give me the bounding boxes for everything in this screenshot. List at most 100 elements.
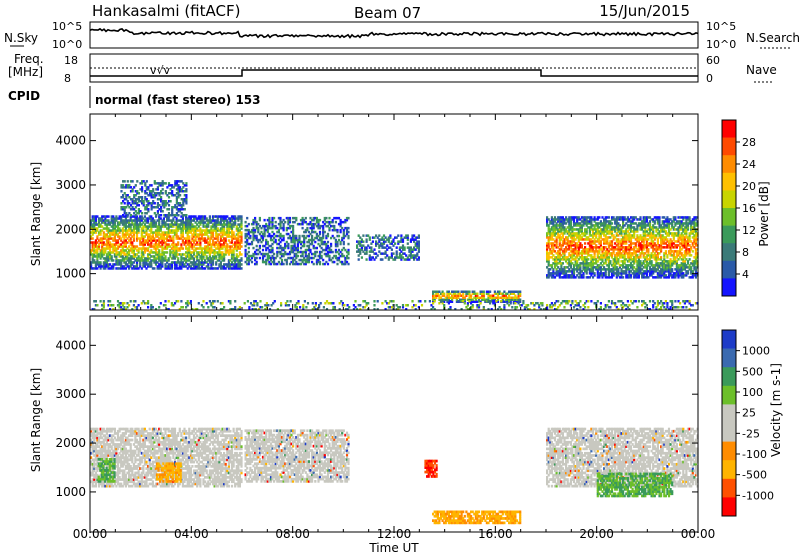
data-cell	[610, 234, 614, 237]
data-cell	[280, 234, 284, 238]
data-cell	[307, 256, 311, 260]
data-cell	[603, 224, 606, 227]
data-cell	[96, 227, 99, 230]
data-cell	[189, 223, 192, 226]
data-cell	[566, 270, 569, 273]
data-cell	[311, 242, 314, 246]
data-cell	[568, 230, 571, 233]
data-cell	[144, 208, 147, 211]
data-cell	[604, 274, 607, 277]
data-cell	[370, 258, 373, 261]
data-cell	[189, 215, 192, 218]
data-cell	[124, 257, 127, 260]
data-cell	[584, 216, 587, 219]
data-cell	[234, 247, 237, 250]
data-cell	[341, 254, 344, 258]
data-cell	[148, 194, 152, 197]
data-cell	[185, 182, 188, 185]
data-cell	[560, 262, 563, 265]
data-cell	[112, 215, 115, 218]
data-cell	[503, 294, 506, 297]
data-cell	[487, 294, 490, 297]
data-cell	[175, 251, 178, 254]
data-cell	[637, 266, 640, 269]
data-cell	[389, 236, 392, 239]
data-cell	[299, 222, 303, 226]
data-cell	[240, 223, 243, 226]
data-cell	[574, 262, 577, 265]
data-cell	[136, 212, 139, 215]
data-cell	[120, 237, 123, 240]
data-cell	[555, 274, 558, 277]
data-cell	[439, 298, 443, 301]
data-cell	[601, 252, 604, 255]
data-cell	[263, 260, 266, 264]
data-cell	[139, 263, 142, 266]
data-cell	[116, 247, 120, 250]
data-cell	[261, 256, 265, 260]
data-cell	[603, 238, 606, 241]
data-cell	[582, 262, 585, 265]
data-cell	[367, 244, 370, 247]
data-cell	[296, 246, 299, 250]
data-cell	[557, 234, 560, 237]
data-cell	[365, 258, 368, 261]
data-cell	[140, 235, 143, 238]
data-cell	[553, 258, 557, 261]
data-cell	[186, 235, 189, 238]
data-cell	[574, 238, 577, 241]
data-cell	[590, 228, 593, 231]
data-cell	[279, 246, 282, 250]
data-cell	[303, 218, 306, 222]
data-cell	[382, 252, 386, 255]
data-cell	[164, 237, 167, 240]
data-cell	[318, 250, 322, 254]
data-cell	[326, 254, 330, 258]
data-cell	[572, 274, 576, 277]
data-cell	[104, 243, 107, 246]
data-cell	[549, 252, 552, 255]
data-cell	[120, 261, 123, 264]
data-cell	[318, 260, 322, 264]
data-cell	[211, 249, 215, 252]
data-cell	[593, 220, 596, 223]
data-cell	[645, 238, 648, 241]
data-cell	[148, 235, 151, 238]
data-cell	[192, 257, 196, 260]
data-cell	[126, 194, 129, 197]
data-cell	[120, 265, 123, 268]
data-cell	[576, 220, 579, 223]
data-cell	[181, 221, 184, 224]
data-cell	[599, 272, 602, 275]
data-cell	[126, 229, 129, 232]
data-cell	[479, 290, 482, 293]
data-cell	[580, 274, 583, 277]
data-cell	[219, 267, 222, 270]
data-cell	[105, 225, 108, 228]
data-cell	[568, 222, 571, 225]
data-cell	[552, 248, 555, 251]
data-cell	[568, 218, 571, 221]
data-cell	[219, 231, 222, 234]
data-cell	[235, 247, 238, 250]
data-cell	[218, 215, 221, 218]
data-cell	[93, 251, 96, 254]
data-cell	[113, 231, 116, 234]
data-cell	[121, 227, 124, 230]
data-cell	[579, 226, 582, 229]
data-cell	[124, 241, 127, 244]
data-cell	[194, 221, 197, 224]
data-cell	[569, 236, 572, 239]
data-cell	[150, 223, 153, 226]
data-cell	[609, 232, 612, 235]
data-cell	[99, 219, 102, 222]
data-cell	[215, 261, 218, 264]
data-cell	[140, 223, 143, 226]
data-cell	[142, 221, 145, 224]
data-cell	[104, 223, 107, 226]
data-cell	[154, 235, 158, 238]
data-cell	[301, 250, 304, 254]
data-cell	[219, 255, 222, 258]
data-cell	[587, 238, 590, 241]
data-cell	[650, 260, 653, 263]
